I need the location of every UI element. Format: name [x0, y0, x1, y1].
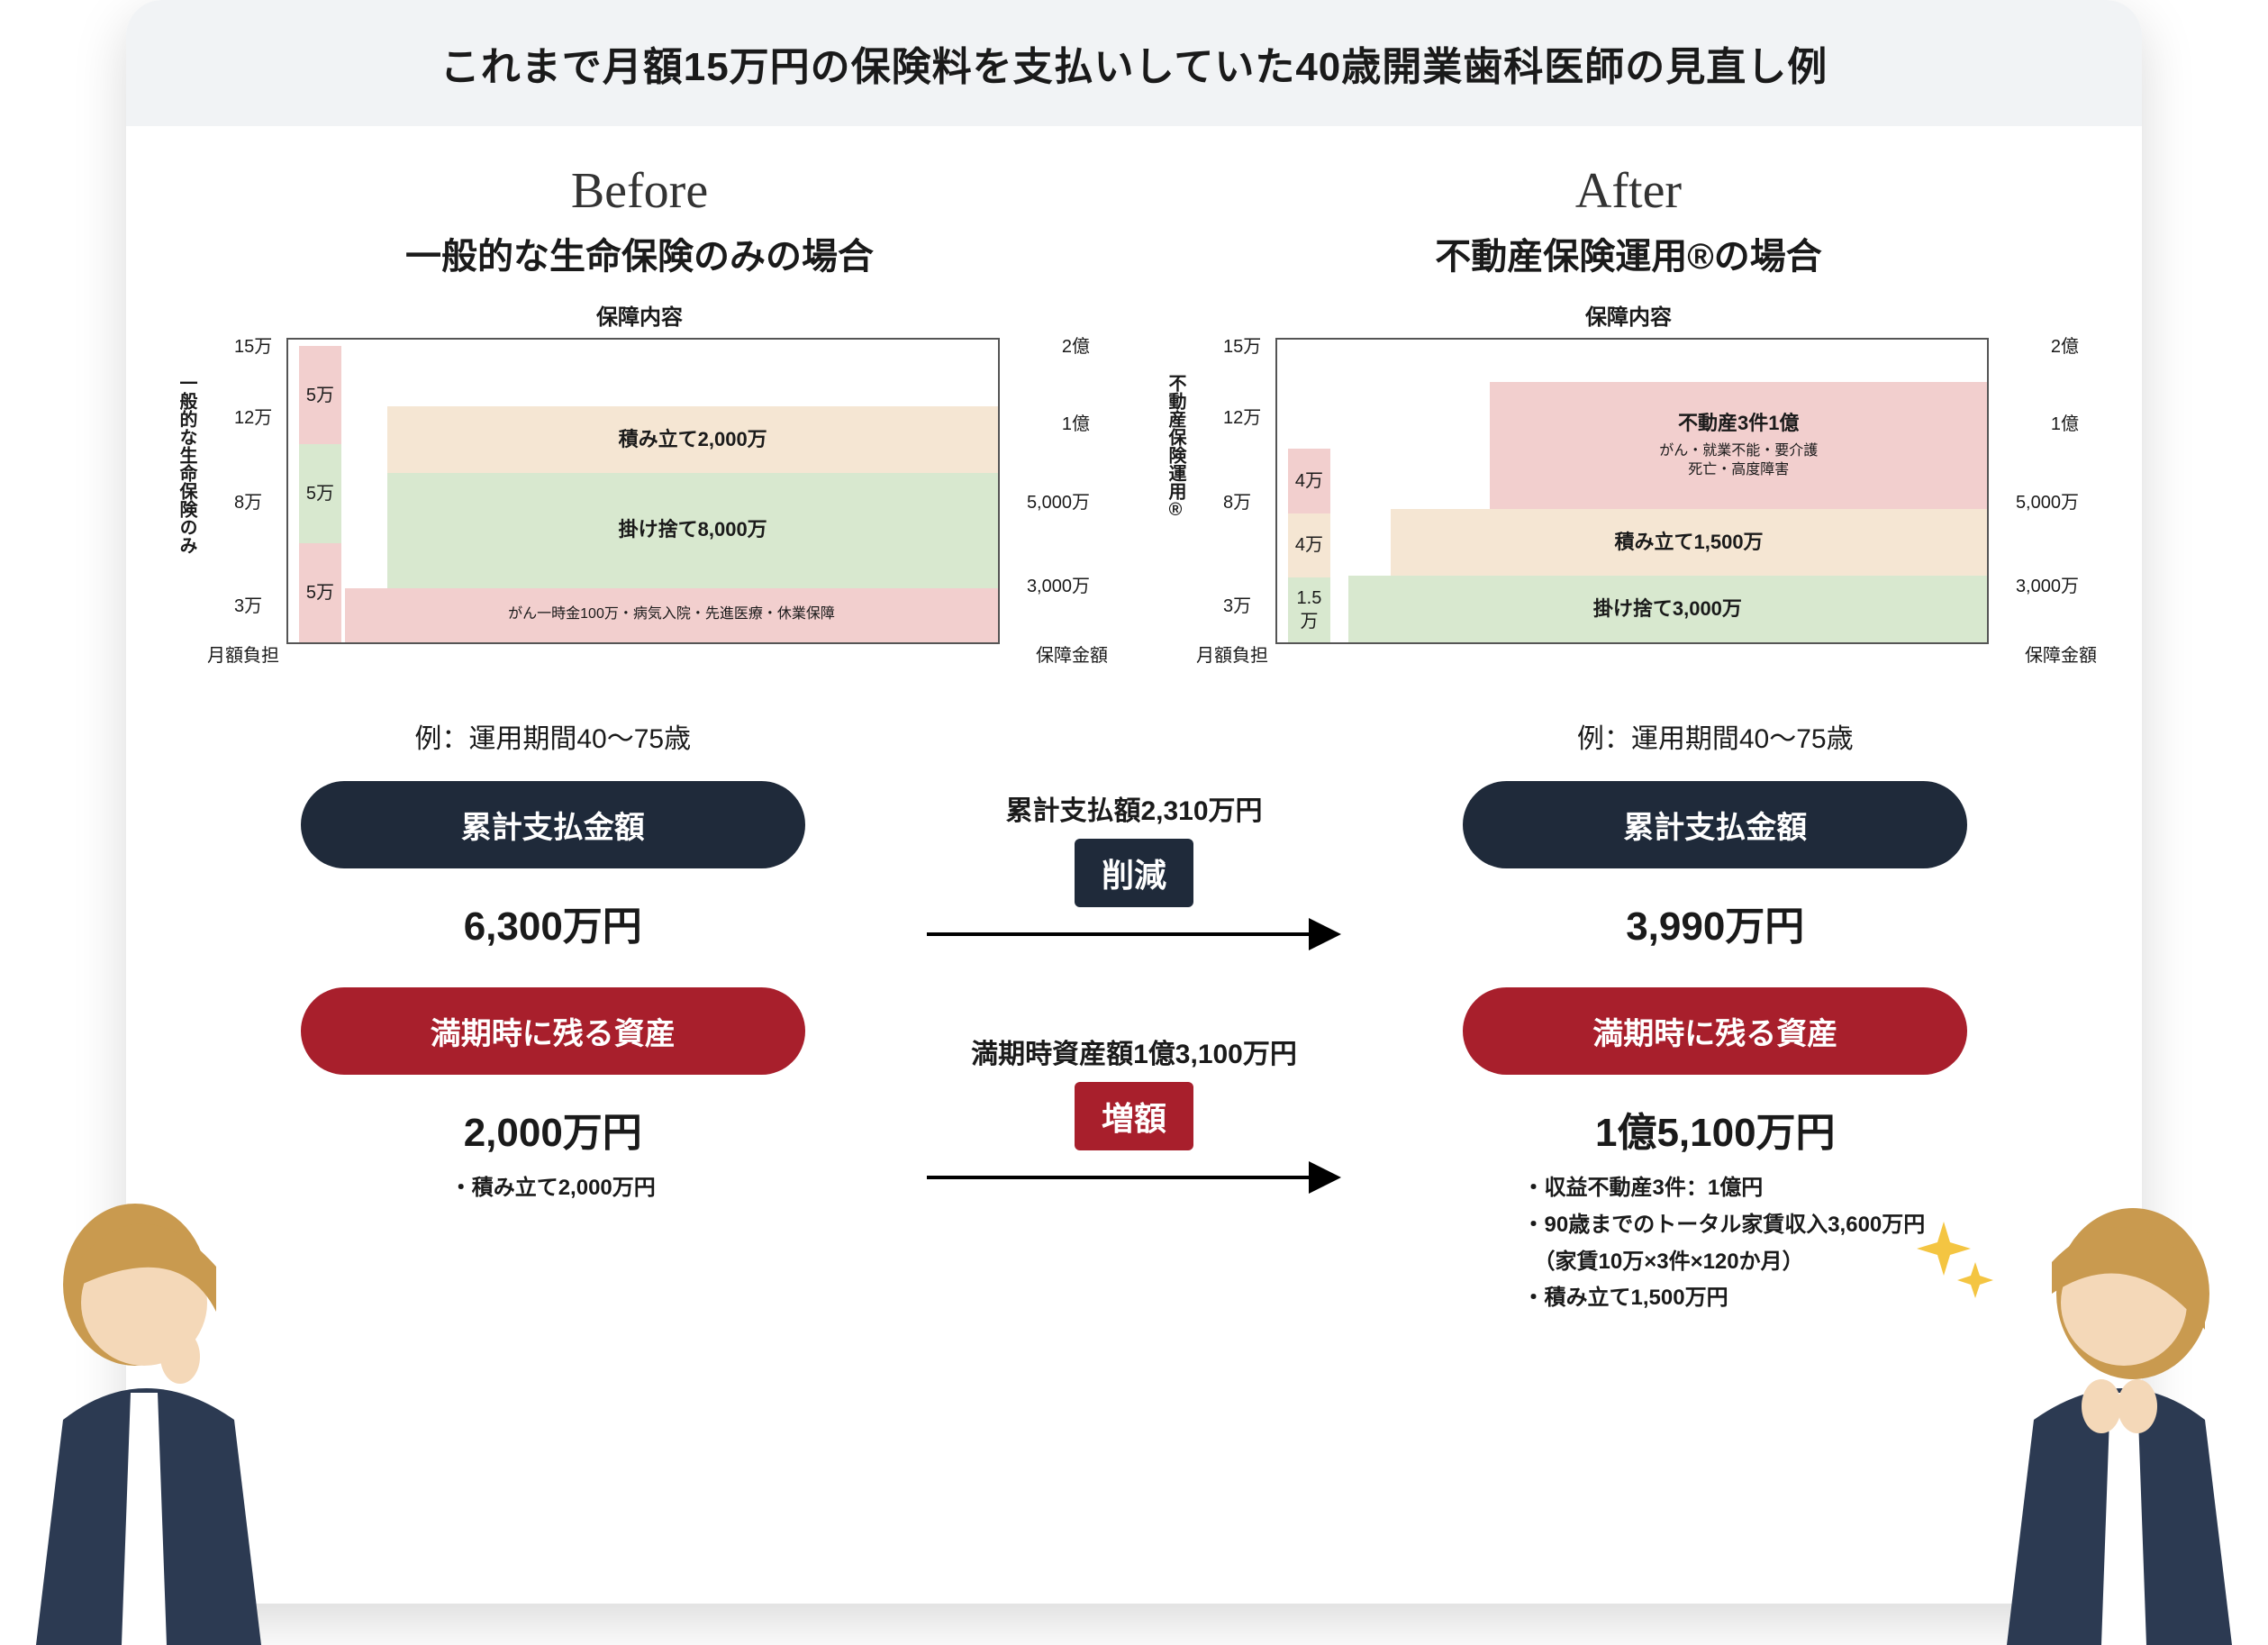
- before-heading: 一般的な生命保険のみの場合: [405, 227, 874, 279]
- before-panel: Before 一般的な生命保険のみの場合 保障内容 一般的な生命保険のみ 5万5…: [180, 162, 1099, 662]
- before-script-label: Before: [571, 162, 708, 220]
- chart-bar: 不動産3件1億がん・就業不能・要介護 死亡・高度障害: [1490, 382, 1987, 509]
- person-left-icon: [0, 1177, 288, 1645]
- before-period: 例：運用期間40〜75歳: [414, 716, 691, 756]
- before-left-axis-note: 月額負担: [207, 641, 279, 667]
- page-title: これまで月額15万円の保険料を支払いしていた40歳開業歯科医師の見直し例: [126, 0, 2142, 126]
- left-tick: 8万: [1223, 487, 1251, 513]
- stack-segment: 5万: [299, 346, 341, 445]
- left-tick: 8万: [234, 487, 262, 513]
- mid-top-label: 累計支払額2,310万円: [1005, 788, 1262, 828]
- before-asset-value: 2,000万円: [464, 1100, 642, 1158]
- right-tick: 2億: [2051, 332, 2079, 358]
- left-tick: 3万: [234, 591, 262, 617]
- after-right-axis-note: 保障金額: [2025, 641, 2097, 667]
- left-tick: 15万: [234, 332, 272, 358]
- after-asset-pill: 満期時に残る資産: [1463, 987, 1967, 1075]
- before-plot: 5万5万5万積み立て2,000万掛け捨て8,000万がん一時金100万・病気入院…: [286, 338, 1000, 644]
- arrow-bot: [927, 1161, 1341, 1194]
- summary-row: 例：運用期間40〜75歳 累計支払金額 6,300万円 満期時に残る資産 2,0…: [180, 716, 2088, 1317]
- right-tick: 3,000万: [2016, 571, 2079, 597]
- right-tick: 2億: [1062, 332, 1090, 358]
- stack-segment: 5万: [299, 543, 341, 642]
- before-left-axis-title: 一般的な生命保険のみ: [171, 374, 196, 554]
- stack-segment: 4万: [1288, 449, 1330, 513]
- left-tick: 12万: [1223, 403, 1261, 429]
- before-chart: 一般的な生命保険のみ 5万5万5万積み立て2,000万掛け捨て8,000万がん一…: [180, 338, 1099, 662]
- after-heading: 不動産保険運用®の場合: [1435, 227, 1821, 279]
- chart-bar: 積み立て2,000万: [387, 406, 998, 473]
- after-period: 例：運用期間40〜75歳: [1577, 716, 1854, 756]
- after-asset-detail: ・収益不動産3件：1億円 ・90歳までのトータル家賃収入3,600万円 （家賃1…: [1424, 1170, 1926, 1317]
- after-asset-value: 1億5,100万円: [1595, 1100, 1836, 1158]
- sparkle-icon: [1917, 1222, 1998, 1303]
- comparison-card: これまで月額15万円の保険料を支払いしていた40歳開業歯科医師の見直し例 Bef…: [126, 0, 2142, 1604]
- right-tick: 3,000万: [1027, 571, 1090, 597]
- after-left-axis-title: 不動産保険運用®: [1160, 374, 1185, 520]
- left-tick: 3万: [1223, 591, 1251, 617]
- before-right-axis-note: 保障金額: [1036, 641, 1108, 667]
- before-chart-header: 保障内容: [596, 299, 683, 331]
- after-left-axis-note: 月額負担: [1196, 641, 1268, 667]
- right-tick: 5,000万: [2016, 487, 2079, 513]
- after-script-label: After: [1575, 162, 1682, 220]
- after-panel: After 不動産保険運用®の場合 保障内容 不動産保険運用® 4万4万1.5万…: [1169, 162, 2088, 662]
- after-pay-value: 3,990万円: [1626, 894, 1804, 951]
- stack-segment: 4万: [1288, 513, 1330, 578]
- after-plot: 4万4万1.5万不動産3件1億がん・就業不能・要介護 死亡・高度障害積み立て1,…: [1275, 338, 1989, 644]
- person-right-icon: [1980, 1177, 2268, 1645]
- mid-top-badge: 削減: [1075, 839, 1193, 907]
- body: Before 一般的な生命保険のみの場合 保障内容 一般的な生命保険のみ 5万5…: [126, 126, 2142, 1353]
- left-tick: 15万: [1223, 332, 1261, 358]
- stack-segment: 5万: [299, 444, 341, 543]
- mid-bot-label: 満期時資産額1億3,100万円: [971, 1032, 1297, 1071]
- chart-bar: がん一時金100万・病気入院・先進医療・休業保障: [345, 588, 998, 642]
- chart-bar: 掛け捨て3,000万: [1348, 576, 1987, 642]
- before-asset-detail: ・積み立て2,000万円: [450, 1170, 656, 1207]
- mid-summary: 累計支払額2,310万円 削減 満期時資産額1億3,100万円 増額: [880, 716, 1387, 1317]
- arrow-top: [927, 918, 1341, 950]
- after-pay-pill: 累計支払金額: [1463, 781, 1967, 868]
- stack-segment: 1.5万: [1288, 577, 1330, 642]
- before-asset-pill: 満期時に残る資産: [301, 987, 805, 1075]
- right-tick: 1億: [2051, 409, 2079, 435]
- right-tick: 1億: [1062, 409, 1090, 435]
- left-tick: 12万: [234, 403, 272, 429]
- after-chart: 不動産保険運用® 4万4万1.5万不動産3件1億がん・就業不能・要介護 死亡・高…: [1169, 338, 2088, 662]
- after-chart-header: 保障内容: [1585, 299, 1672, 331]
- before-pay-value: 6,300万円: [464, 894, 642, 951]
- mid-bot-badge: 増額: [1075, 1082, 1193, 1150]
- right-tick: 5,000万: [1027, 487, 1090, 513]
- chart-panels: Before 一般的な生命保険のみの場合 保障内容 一般的な生命保険のみ 5万5…: [180, 162, 2088, 662]
- chart-bar: 掛け捨て8,000万: [387, 473, 998, 588]
- chart-bar: 積み立て1,500万: [1391, 509, 1987, 576]
- before-pay-pill: 累計支払金額: [301, 781, 805, 868]
